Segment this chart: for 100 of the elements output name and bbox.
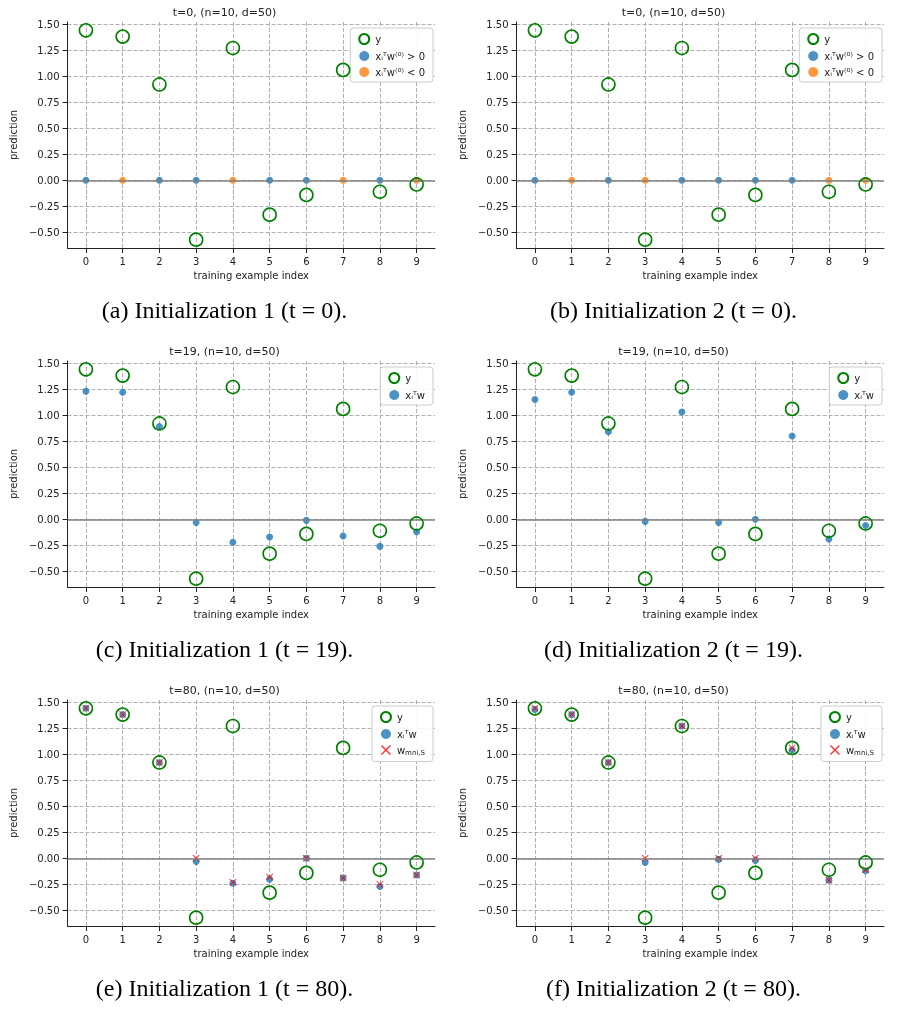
y-tick-label: −0.50 xyxy=(477,904,509,916)
x-tick-label: 9 xyxy=(862,594,869,606)
x-tick-label: 9 xyxy=(413,255,420,267)
y-tick-label: −0.25 xyxy=(477,878,509,890)
y-tick-label: 0.25 xyxy=(486,148,509,160)
y-tick-label: 1.00 xyxy=(37,70,60,82)
x-tick-label: 1 xyxy=(119,933,126,945)
x-tick-label: 7 xyxy=(788,255,796,267)
x-tick-label: 1 xyxy=(119,255,126,267)
y-axis-title: prediction xyxy=(7,448,19,500)
x-tick-label: 2 xyxy=(156,933,163,945)
y-tick-label: −0.50 xyxy=(477,226,509,238)
y-tick-label: 0.25 xyxy=(37,487,60,499)
legend-label: y xyxy=(845,711,852,723)
x-tick-label: 4 xyxy=(229,594,237,606)
x-tick-label: 5 xyxy=(266,594,273,606)
y-tick-label: 1.00 xyxy=(37,748,60,760)
y-tick-label: 1.50 xyxy=(486,357,509,369)
x-tick-label: 2 xyxy=(605,594,612,606)
y-tick-label: 1.50 xyxy=(37,18,60,30)
y-tick-label: 0.75 xyxy=(37,774,60,786)
x-axis-title: training example index xyxy=(642,948,759,960)
x-tick-label: 9 xyxy=(413,594,420,606)
y-tick-label: 0.00 xyxy=(37,852,60,864)
x-tick-label: 5 xyxy=(715,933,722,945)
y-axis-title: prediction xyxy=(456,109,468,161)
x-tick-label: 9 xyxy=(413,933,420,945)
y-tick-label: −0.25 xyxy=(28,539,60,551)
y-tick-label: 0.25 xyxy=(486,487,509,499)
x-tick-label: 9 xyxy=(862,255,869,267)
x-tick-label: 4 xyxy=(229,933,237,945)
legend-label: y xyxy=(405,372,412,384)
legend-label: y xyxy=(854,372,861,384)
y-tick-label: −0.50 xyxy=(28,565,60,577)
chart-title: t=80, (n=10, d=50) xyxy=(618,684,729,697)
y-tick-label: 0.50 xyxy=(486,800,509,812)
y-tick-label: −0.25 xyxy=(477,539,509,551)
y-tick-label: 0.00 xyxy=(486,513,509,525)
y-tick-label: 1.25 xyxy=(37,383,60,395)
x-tick-label: 5 xyxy=(266,933,273,945)
y-tick-label: −0.50 xyxy=(28,904,60,916)
y-tick-label: 0.50 xyxy=(486,461,509,473)
legend-label: xᵢᵀw⁽⁰⁾ < 0 xyxy=(375,66,426,78)
y-tick-label: 1.50 xyxy=(486,696,509,708)
y-tick-label: 1.00 xyxy=(486,748,509,760)
x-tick-label: 7 xyxy=(339,933,347,945)
x-tick-label: 4 xyxy=(678,594,686,606)
legend-label: y xyxy=(396,711,403,723)
x-axis-title: training example index xyxy=(642,609,759,621)
x-tick-label: 5 xyxy=(266,255,273,267)
y-tick-label: 0.25 xyxy=(37,148,60,160)
x-axis-title: training example index xyxy=(642,270,759,282)
y-tick-label: 0.50 xyxy=(37,122,60,134)
y-tick-label: 1.50 xyxy=(37,696,60,708)
x-tick-label: 0 xyxy=(82,933,90,945)
x-tick-label: 0 xyxy=(531,594,539,606)
y-axis-title: prediction xyxy=(456,787,468,839)
x-tick-label: 1 xyxy=(568,933,575,945)
y-tick-label: 1.00 xyxy=(486,70,509,82)
y-tick-label: 0.00 xyxy=(486,174,509,186)
x-tick-label: 2 xyxy=(605,933,612,945)
y-axis-title: prediction xyxy=(7,109,19,161)
x-tick-label: 3 xyxy=(641,255,649,267)
x-tick-label: 4 xyxy=(678,255,686,267)
y-tick-label: 1.25 xyxy=(37,722,60,734)
x-tick-label: 0 xyxy=(82,594,90,606)
legend-label: y xyxy=(375,33,382,45)
x-axis-title: training example index xyxy=(193,948,310,960)
y-tick-label: −0.50 xyxy=(477,565,509,577)
y-tick-label: 0.75 xyxy=(486,435,509,447)
legend-label: xᵢᵀw xyxy=(405,389,425,401)
legend-label: xᵢᵀw⁽⁰⁾ < 0 xyxy=(824,66,875,78)
y-tick-label: 1.50 xyxy=(486,18,509,30)
y-tick-label: 0.50 xyxy=(486,122,509,134)
x-tick-label: 8 xyxy=(376,594,384,606)
x-tick-label: 6 xyxy=(303,255,310,267)
y-tick-label: 1.00 xyxy=(37,409,60,421)
x-tick-label: 8 xyxy=(376,933,384,945)
y-axis-title: prediction xyxy=(7,787,19,839)
y-tick-label: 0.50 xyxy=(37,800,60,812)
legend-label: xᵢᵀw xyxy=(396,728,417,740)
y-tick-label: 0.50 xyxy=(37,461,60,473)
y-tick-label: 1.25 xyxy=(486,383,509,395)
text: (e) Initialization 1 (t = 80). xyxy=(94,974,355,1003)
chart-title: t=0, (n=10, d=50) xyxy=(172,6,277,19)
text: (a) Initialization 1 (t = 0). xyxy=(100,296,349,325)
y-tick-label: 1.00 xyxy=(486,409,509,421)
y-tick-label: 1.50 xyxy=(37,357,60,369)
chart-title: t=19, (n=10, d=50) xyxy=(169,345,280,358)
y-tick-label: 0.25 xyxy=(486,826,509,838)
x-tick-label: 8 xyxy=(825,255,833,267)
y-tick-label: −0.25 xyxy=(477,200,509,212)
x-tick-label: 1 xyxy=(119,594,126,606)
chart-title: t=0, (n=10, d=50) xyxy=(621,6,726,19)
x-tick-label: 2 xyxy=(605,255,612,267)
x-tick-label: 4 xyxy=(229,255,237,267)
x-tick-label: 3 xyxy=(192,933,200,945)
x-tick-label: 5 xyxy=(715,255,722,267)
y-tick-label: −0.25 xyxy=(28,200,60,212)
x-tick-label: 8 xyxy=(376,255,384,267)
